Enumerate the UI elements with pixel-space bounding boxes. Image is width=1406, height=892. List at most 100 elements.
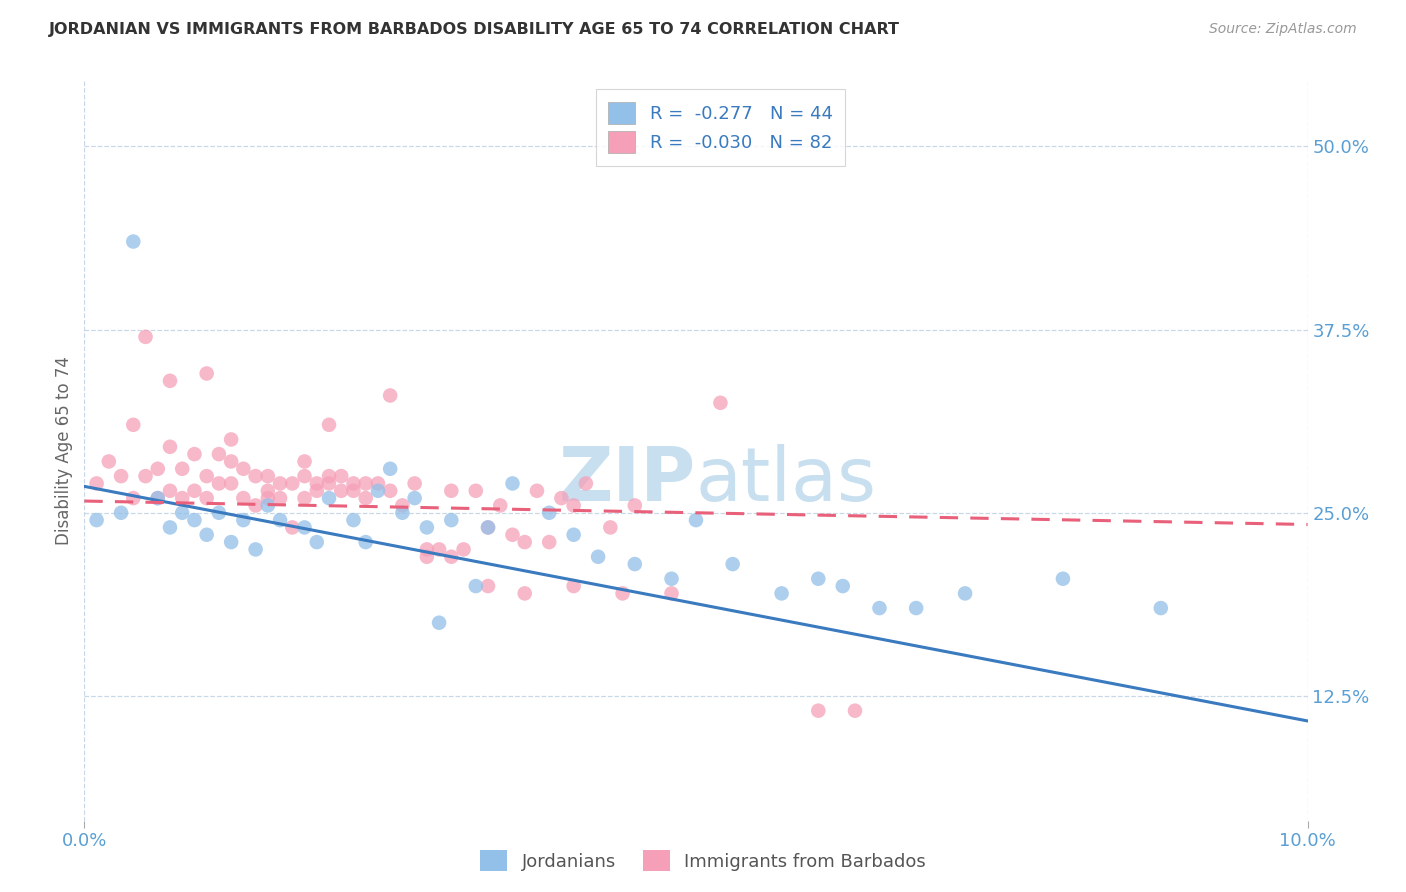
Point <box>440 513 463 527</box>
Point <box>146 491 169 505</box>
Point <box>502 528 524 542</box>
Text: Source: ZipAtlas.com: Source: ZipAtlas.com <box>1209 22 1357 37</box>
Point <box>97 454 120 468</box>
Point <box>318 476 340 491</box>
Point <box>305 535 328 549</box>
Point <box>86 513 108 527</box>
Point <box>844 704 866 718</box>
Point <box>110 506 132 520</box>
Point <box>391 499 413 513</box>
Point <box>183 513 205 527</box>
Point <box>195 491 218 505</box>
Point <box>195 367 218 381</box>
Point <box>135 469 157 483</box>
Point <box>257 491 280 505</box>
Point <box>1052 572 1074 586</box>
Point <box>538 506 561 520</box>
Point <box>122 491 145 505</box>
Point <box>380 462 402 476</box>
Point <box>208 506 231 520</box>
Point <box>318 417 340 432</box>
Point <box>110 469 132 483</box>
Point <box>159 440 181 454</box>
Point <box>367 483 389 498</box>
Point <box>195 528 218 542</box>
Point <box>427 615 450 630</box>
Point <box>159 520 181 534</box>
Point <box>953 586 976 600</box>
Point <box>232 513 254 527</box>
Legend: Jordanians, Immigrants from Barbados: Jordanians, Immigrants from Barbados <box>472 843 934 879</box>
Point <box>624 499 647 513</box>
Point <box>477 579 499 593</box>
Point <box>502 476 524 491</box>
Point <box>257 469 280 483</box>
Point <box>257 499 280 513</box>
Point <box>831 579 853 593</box>
Point <box>489 499 512 513</box>
Point <box>269 513 291 527</box>
Point <box>550 491 572 505</box>
Point <box>661 586 683 600</box>
Text: JORDANIAN VS IMMIGRANTS FROM BARBADOS DISABILITY AGE 65 TO 74 CORRELATION CHART: JORDANIAN VS IMMIGRANTS FROM BARBADOS DI… <box>49 22 900 37</box>
Point <box>464 579 486 593</box>
Point <box>294 469 316 483</box>
Point <box>342 513 364 527</box>
Point <box>770 586 793 600</box>
Point <box>172 462 194 476</box>
Point <box>807 572 830 586</box>
Point <box>219 433 242 447</box>
Point <box>905 601 928 615</box>
Point <box>575 476 598 491</box>
Point <box>183 447 205 461</box>
Point <box>477 520 499 534</box>
Point <box>146 491 169 505</box>
Point <box>464 483 486 498</box>
Point <box>526 483 548 498</box>
Point <box>330 469 353 483</box>
Point <box>367 476 389 491</box>
Point <box>219 476 242 491</box>
Point <box>208 476 231 491</box>
Point <box>330 483 353 498</box>
Point <box>342 476 364 491</box>
Point <box>245 542 267 557</box>
Point <box>440 483 463 498</box>
Point <box>513 535 536 549</box>
Point <box>416 542 439 557</box>
Point <box>159 483 181 498</box>
Point <box>183 483 205 498</box>
Point <box>586 549 609 564</box>
Point <box>477 520 499 534</box>
Point <box>159 374 181 388</box>
Point <box>318 469 340 483</box>
Point <box>562 579 585 593</box>
Legend: R =  -0.277   N = 44, R =  -0.030   N = 82: R = -0.277 N = 44, R = -0.030 N = 82 <box>596 89 845 166</box>
Point <box>404 476 426 491</box>
Point <box>562 499 585 513</box>
Point <box>232 462 254 476</box>
Point <box>294 491 316 505</box>
Point <box>122 417 145 432</box>
Point <box>380 483 402 498</box>
Point <box>380 388 402 402</box>
Point <box>219 535 242 549</box>
Point <box>391 506 413 520</box>
Point <box>281 520 304 534</box>
Point <box>318 491 340 505</box>
Point <box>219 454 242 468</box>
Point <box>599 520 621 534</box>
Point <box>146 462 169 476</box>
Point <box>354 491 377 505</box>
Point <box>440 549 463 564</box>
Point <box>122 235 145 249</box>
Text: ZIP: ZIP <box>558 443 696 516</box>
Point <box>269 476 291 491</box>
Point <box>305 476 328 491</box>
Point <box>869 601 891 615</box>
Point <box>195 469 218 483</box>
Point <box>172 506 194 520</box>
Point <box>135 330 157 344</box>
Point <box>245 469 267 483</box>
Point <box>416 549 439 564</box>
